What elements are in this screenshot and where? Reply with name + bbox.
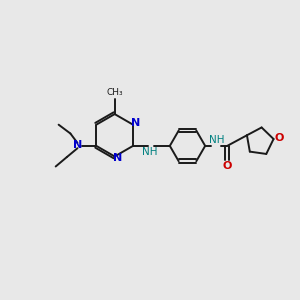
- Text: NH: NH: [142, 147, 158, 158]
- Text: CH₃: CH₃: [106, 88, 123, 98]
- Text: N: N: [73, 140, 82, 150]
- Text: NH: NH: [208, 135, 224, 145]
- Text: N: N: [131, 118, 141, 128]
- Text: O: O: [223, 161, 232, 171]
- Text: N: N: [113, 153, 122, 163]
- Text: O: O: [275, 133, 284, 142]
